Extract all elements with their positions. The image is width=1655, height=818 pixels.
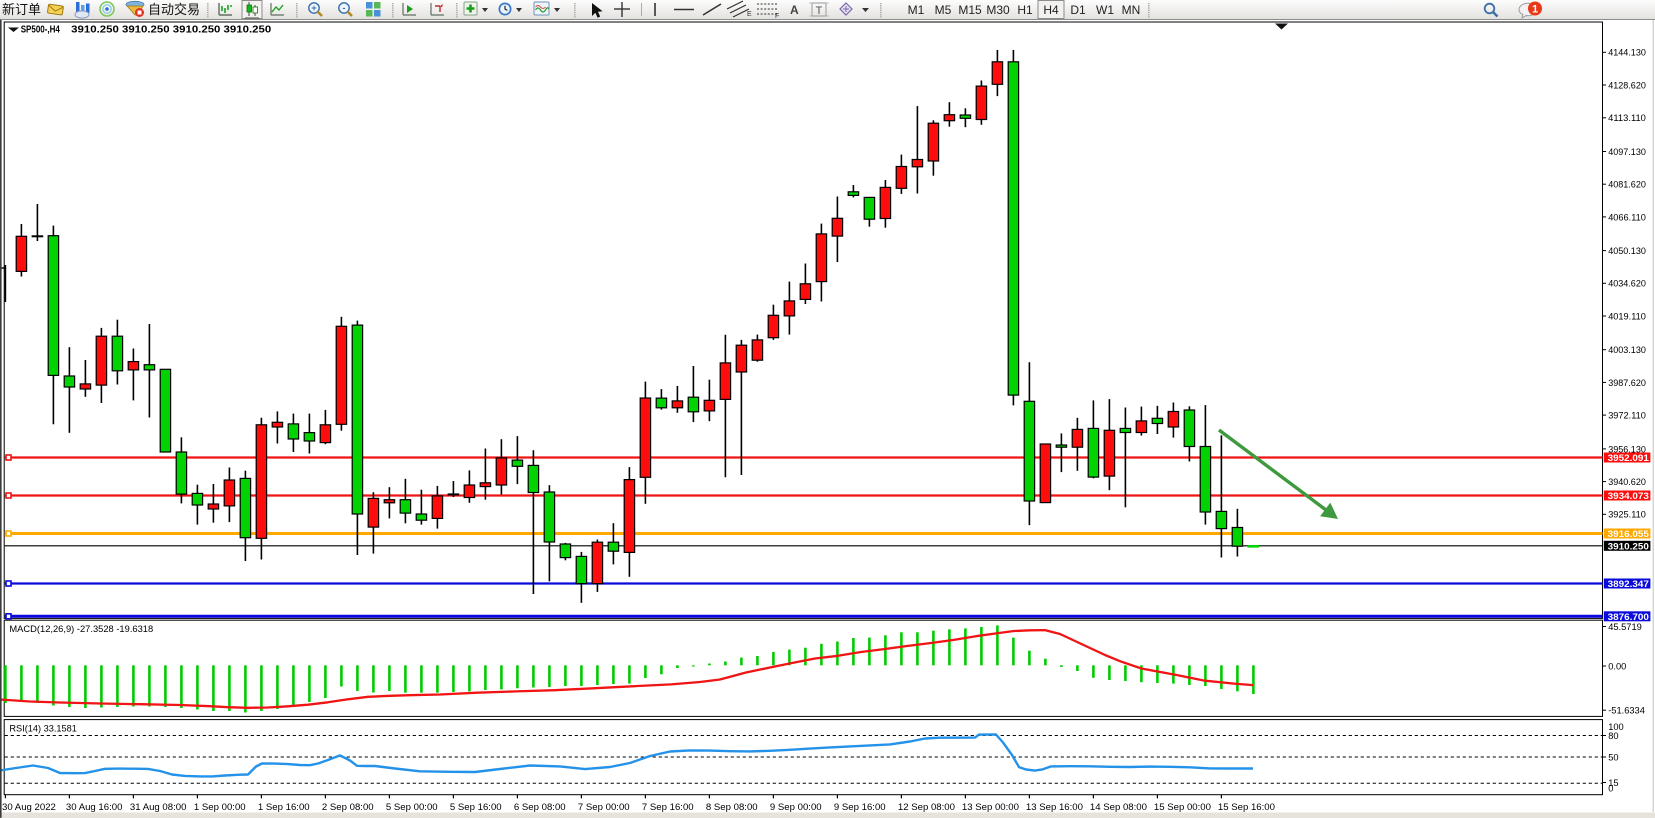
svg-text:RSI(14) 33.1581: RSI(14) 33.1581 (9, 723, 77, 734)
svg-text:9 Sep 00:00: 9 Sep 00:00 (770, 802, 822, 813)
svg-text:M30: M30 (986, 3, 1010, 17)
svg-text:4081.620: 4081.620 (1608, 180, 1646, 190)
svg-text:4050.130: 4050.130 (1608, 246, 1646, 256)
svg-text:H1: H1 (1017, 3, 1033, 17)
svg-text:5 Sep 16:00: 5 Sep 16:00 (450, 802, 502, 813)
svg-text:3987.620: 3987.620 (1608, 378, 1646, 388)
svg-text:3876.700: 3876.700 (1608, 612, 1649, 622)
svg-text:4003.130: 4003.130 (1608, 345, 1646, 355)
svg-text:自动交易: 自动交易 (148, 2, 200, 17)
svg-text:0: 0 (1608, 783, 1613, 793)
svg-text:SP500-,H4: SP500-,H4 (21, 24, 60, 36)
svg-text:4113.110: 4113.110 (1608, 113, 1646, 123)
svg-text:45.5719: 45.5719 (1608, 622, 1642, 632)
svg-text:4019.110: 4019.110 (1608, 311, 1646, 321)
svg-text:D1: D1 (1070, 3, 1086, 17)
svg-text:7 Sep 16:00: 7 Sep 16:00 (642, 802, 694, 813)
svg-text:8 Sep 08:00: 8 Sep 08:00 (706, 802, 758, 813)
svg-text:3952.091: 3952.091 (1608, 453, 1649, 463)
svg-text:15: 15 (1608, 778, 1618, 788)
svg-text:6 Sep 08:00: 6 Sep 08:00 (514, 802, 566, 813)
svg-text:新订单: 新订单 (2, 2, 41, 17)
svg-text:3910.250: 3910.250 (1608, 541, 1649, 551)
svg-text:A: A (790, 3, 799, 17)
svg-text:30 Aug 16:00: 30 Aug 16:00 (66, 802, 123, 813)
svg-text:+: + (311, 3, 316, 13)
svg-text:1 Sep 00:00: 1 Sep 00:00 (194, 802, 246, 813)
svg-text:14 Sep 08:00: 14 Sep 08:00 (1090, 802, 1147, 813)
svg-text:F: F (775, 13, 779, 20)
svg-text:3956.130: 3956.130 (1608, 444, 1646, 454)
svg-text:31 Aug 08:00: 31 Aug 08:00 (130, 802, 187, 813)
svg-text:4144.130: 4144.130 (1608, 48, 1646, 58)
svg-text:MACD(12,26,9) -27.3528 -19.631: MACD(12,26,9) -27.3528 -19.6318 (9, 623, 153, 634)
svg-text:-: - (343, 3, 346, 13)
svg-text:13 Sep 00:00: 13 Sep 00:00 (962, 802, 1019, 813)
svg-text:0.00: 0.00 (1608, 661, 1626, 671)
svg-text:M15: M15 (958, 3, 982, 17)
svg-text:M1: M1 (908, 3, 925, 17)
svg-text:4066.110: 4066.110 (1608, 212, 1646, 222)
svg-text:W1: W1 (1096, 3, 1114, 17)
svg-text:13 Sep 16:00: 13 Sep 16:00 (1026, 802, 1083, 813)
svg-text:3934.073: 3934.073 (1608, 491, 1649, 501)
svg-text:3916.055: 3916.055 (1608, 529, 1649, 539)
svg-text:3910.250 3910.250 3910.250 391: 3910.250 3910.250 3910.250 3910.250 (71, 24, 271, 36)
svg-text:12 Sep 08:00: 12 Sep 08:00 (898, 802, 955, 813)
svg-text:3892.347: 3892.347 (1608, 579, 1649, 589)
svg-text:50: 50 (1608, 752, 1618, 762)
svg-text:9 Sep 16:00: 9 Sep 16:00 (834, 802, 886, 813)
svg-text:T: T (816, 5, 823, 17)
svg-text:2 Sep 08:00: 2 Sep 08:00 (322, 802, 374, 813)
svg-text:1 Sep 16:00: 1 Sep 16:00 (258, 802, 310, 813)
svg-text:4128.620: 4128.620 (1608, 80, 1646, 90)
svg-text:5 Sep 00:00: 5 Sep 00:00 (386, 802, 438, 813)
svg-text:H4: H4 (1043, 3, 1059, 17)
svg-text:3972.110: 3972.110 (1608, 411, 1646, 421)
svg-text:1: 1 (1532, 4, 1538, 16)
svg-text:7 Sep 00:00: 7 Sep 00:00 (578, 802, 630, 813)
svg-text:15 Sep 16:00: 15 Sep 16:00 (1218, 802, 1275, 813)
svg-text:3940.620: 3940.620 (1608, 477, 1646, 487)
svg-text:3925.110: 3925.110 (1608, 510, 1646, 520)
svg-text:E: E (747, 11, 752, 18)
svg-text:4034.620: 4034.620 (1608, 279, 1646, 289)
svg-text:-51.6334: -51.6334 (1608, 706, 1645, 716)
svg-text:100: 100 (1608, 722, 1624, 732)
svg-text:80: 80 (1608, 731, 1618, 741)
svg-text:MN: MN (1122, 3, 1141, 17)
svg-text:30 Aug 2022: 30 Aug 2022 (2, 802, 56, 813)
svg-text:15 Sep 00:00: 15 Sep 00:00 (1154, 802, 1211, 813)
svg-text:4097.130: 4097.130 (1608, 147, 1646, 157)
svg-text:M5: M5 (935, 3, 952, 17)
